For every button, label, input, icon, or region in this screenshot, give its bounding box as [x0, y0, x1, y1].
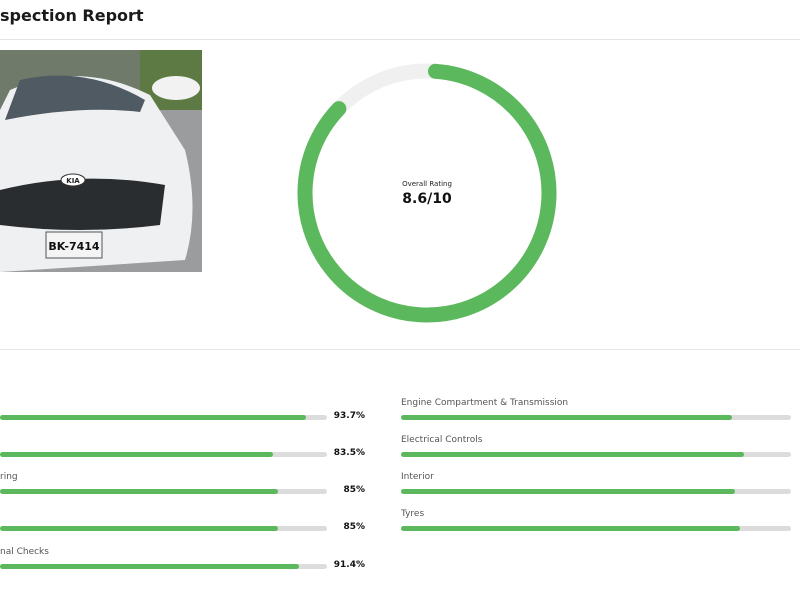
category-progress-bar — [0, 564, 327, 569]
gauge-arc — [297, 63, 557, 323]
category-progress-fill — [0, 415, 307, 420]
category-progress-bar — [0, 452, 327, 457]
category-progress-fill — [401, 452, 744, 457]
category-percent: 91.4% — [333, 560, 365, 570]
page-title: spection Report — [0, 6, 144, 25]
category-percent: 83.5% — [333, 448, 365, 458]
category-row: ring 85% — [0, 472, 800, 502]
category-row: Interior — [0, 472, 800, 502]
category-row: 93.7% — [0, 398, 800, 428]
category-row: Electrical Controls — [0, 435, 800, 465]
category-progress-bar — [0, 415, 327, 420]
category-progress-bar — [401, 452, 791, 457]
category-progress-bar — [401, 415, 791, 420]
category-row: 85% — [0, 509, 800, 539]
category-label: Interior — [401, 472, 434, 482]
category-label: Electrical Controls — [401, 435, 483, 445]
overall-rating-label: Overall Rating — [402, 180, 452, 188]
category-progress-fill — [0, 564, 299, 569]
license-plate: BK-7414 — [48, 240, 99, 253]
category-progress-fill — [0, 526, 278, 531]
category-progress-fill — [401, 415, 733, 420]
section-divider — [0, 349, 800, 350]
car-photo: KIA BK-7414 — [0, 50, 202, 272]
category-progress-bar — [0, 489, 327, 494]
category-label: Engine Compartment & Transmission — [401, 398, 569, 408]
category-row: nal Checks 91.4% — [0, 547, 800, 577]
category-progress-bar — [0, 526, 327, 531]
category-row: Tyres — [0, 509, 800, 539]
category-percent: 93.7% — [333, 411, 365, 421]
category-progress-fill — [401, 489, 735, 494]
category-progress-bar — [401, 489, 791, 494]
category-row: Engine Compartment & Transmission — [0, 398, 800, 428]
category-label: nal Checks — [0, 547, 49, 557]
category-row: 83.5% — [0, 435, 800, 465]
brand-badge: KIA — [66, 177, 80, 185]
category-percent: 85% — [343, 485, 365, 495]
overall-rating-value: 8.6/10 — [402, 191, 452, 207]
category-progress-bar — [401, 526, 791, 531]
overall-rating-gauge: Overall Rating 8.6/10 — [290, 56, 564, 330]
category-progress-fill — [0, 452, 274, 457]
category-progress-fill — [401, 526, 740, 531]
category-percent: 85% — [343, 522, 365, 532]
category-progress-fill — [0, 489, 278, 494]
category-label: Tyres — [401, 509, 425, 519]
page-header: spection Report — [0, 0, 800, 40]
category-label: ring — [0, 472, 18, 482]
